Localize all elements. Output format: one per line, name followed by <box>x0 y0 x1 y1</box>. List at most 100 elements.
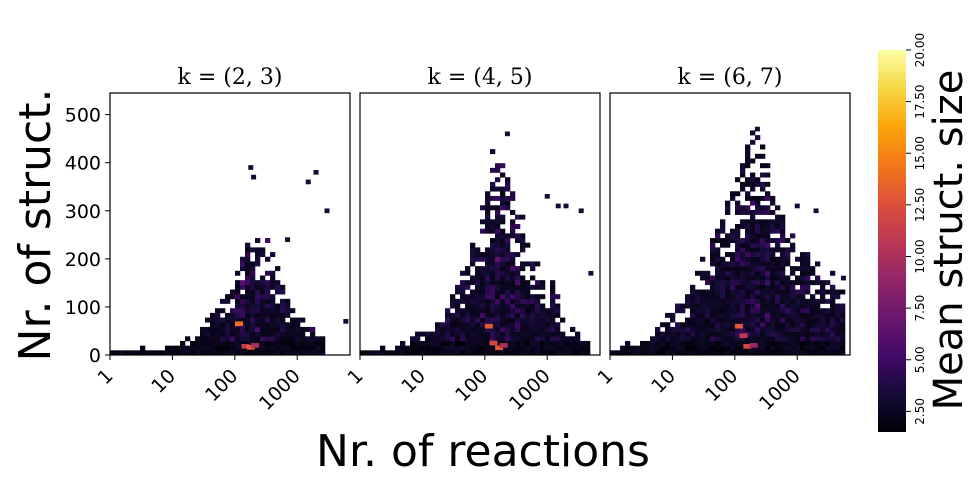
heatmap-cell <box>775 284 781 290</box>
heatmap-cell <box>815 289 821 295</box>
heatmap-cell <box>235 326 241 332</box>
heatmap-cell <box>755 308 761 314</box>
heatmap-cell <box>505 256 511 262</box>
heatmap-cell <box>275 303 281 309</box>
heatmap-cell <box>235 340 241 346</box>
heatmap-cell <box>280 345 286 351</box>
heatmap-cell <box>780 280 786 286</box>
heatmap-cell <box>475 336 481 342</box>
heatmap-cell <box>495 242 501 248</box>
heatmap-cell <box>500 261 506 267</box>
heatmap-cell <box>795 336 801 342</box>
heatmap-cell <box>300 336 306 342</box>
heatmap-cell <box>450 345 456 351</box>
heatmap-cell <box>825 326 831 332</box>
heatmap-cell <box>490 298 496 304</box>
heatmap-cell <box>785 252 791 258</box>
heatmap-cell <box>295 340 301 346</box>
heatmap-cell <box>760 238 766 244</box>
heatmap-cell <box>225 336 231 342</box>
heatmap-cell <box>725 345 731 351</box>
heatmap-cell <box>270 336 276 342</box>
heatmap-cell <box>760 247 766 253</box>
heatmap-cell <box>750 270 756 276</box>
heatmap-cell <box>780 350 786 356</box>
heatmap-cell <box>760 242 766 248</box>
heatmap-cell <box>555 326 561 332</box>
heatmap-cell <box>550 303 556 309</box>
heatmap-cell <box>750 322 756 328</box>
heatmap-cell <box>510 350 516 356</box>
heatmap-cell <box>220 336 226 342</box>
heatmap-cell <box>525 326 531 332</box>
heatmap-cell <box>780 336 786 342</box>
heatmap-cell <box>815 280 821 286</box>
heatmap-cell <box>150 350 156 356</box>
heatmap-cell <box>725 298 731 304</box>
heatmap-cell <box>240 350 246 356</box>
heatmap-cell <box>765 181 771 187</box>
heatmap-cell <box>755 238 761 244</box>
heatmap-cell <box>780 228 786 234</box>
heatmap-cell <box>505 336 511 342</box>
heatmap-cell <box>630 350 636 356</box>
heatmap-cell <box>740 340 746 346</box>
heatmap-cell <box>485 270 491 276</box>
heatmap-cell <box>540 340 546 346</box>
colorbar-tick-label: 17.50 <box>913 84 927 118</box>
heatmap-cell <box>555 331 561 337</box>
heatmap-cell <box>505 322 511 328</box>
heatmap-cell <box>770 331 776 337</box>
heatmap-cell <box>515 331 521 337</box>
heatmap-cell <box>665 322 671 328</box>
heatmap-cell <box>695 340 701 346</box>
heatmap-cell <box>485 200 491 206</box>
heatmap-cell <box>445 340 451 346</box>
heatmap-cell <box>760 317 766 323</box>
heatmap-cell <box>460 350 466 356</box>
heatmap-cell <box>550 280 556 286</box>
heatmap-cell <box>190 340 196 346</box>
heatmap-cell <box>720 266 726 272</box>
heatmap-cell <box>705 289 711 295</box>
heatmap-cell <box>795 256 801 262</box>
heatmap-cell <box>495 195 501 201</box>
heatmap-cell <box>810 298 816 304</box>
heatmap-cell <box>750 280 756 286</box>
heatmap-cell <box>475 350 481 356</box>
heatmap-cell <box>240 312 246 318</box>
panel-3-heatmap <box>610 126 846 356</box>
heatmap-cell <box>500 280 506 286</box>
heatmap-cell <box>120 350 126 356</box>
heatmap-cell <box>465 280 471 286</box>
heatmap-cell <box>495 336 501 342</box>
heatmap-cell <box>520 284 526 290</box>
heatmap-cell <box>265 345 271 351</box>
heatmap-cell <box>260 340 266 346</box>
colorbar-label: Mean struct. size <box>926 70 972 411</box>
heatmap-cell <box>240 308 246 314</box>
heatmap-cell <box>445 336 451 342</box>
heatmap-cell <box>435 336 441 342</box>
heatmap-cell <box>810 317 816 323</box>
heatmap-cell <box>485 252 491 258</box>
heatmap-cell <box>230 336 236 342</box>
heatmap-cell <box>805 270 811 276</box>
heatmap-cell <box>475 275 481 281</box>
heatmap-cell <box>520 308 526 314</box>
heatmap-cell <box>535 298 541 304</box>
heatmap-cell <box>475 284 481 290</box>
heatmap-cell <box>805 317 811 323</box>
heatmap-cell <box>555 312 561 318</box>
heatmap-cell <box>670 331 676 337</box>
heatmap-cell <box>735 345 741 351</box>
heatmap-cell <box>520 214 526 220</box>
heatmap-cell <box>555 350 561 356</box>
heatmap-cell <box>795 322 801 328</box>
heatmap-cell <box>780 312 786 318</box>
heatmap-cell <box>245 270 251 276</box>
heatmap-cell <box>470 289 476 295</box>
heatmap-cell <box>520 242 526 248</box>
heatmap-cell <box>775 280 781 286</box>
heatmap-cell <box>670 350 676 356</box>
